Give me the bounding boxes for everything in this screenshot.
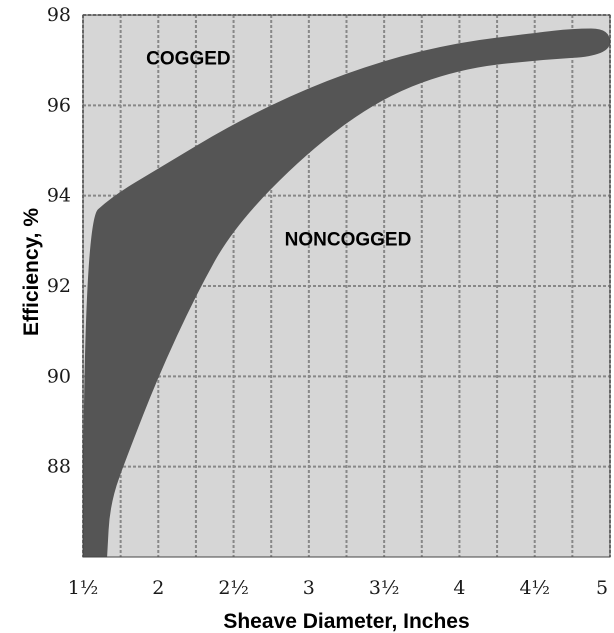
x-tick-labels: 1½ 2 2½ 3 3½ 4 4½ 5 <box>68 577 608 599</box>
y-tick-label: 94 <box>47 185 71 207</box>
region-label: NONCOGGED <box>285 229 412 250</box>
region-label: COGGED <box>146 49 230 70</box>
y-tick-label: 98 <box>47 4 71 26</box>
region-labels: COGGED NONCOGGED <box>146 49 411 251</box>
x-tick-label: 5 <box>596 577 608 599</box>
y-tick-label: 88 <box>47 456 71 478</box>
x-tick-label: 4½ <box>519 577 550 599</box>
y-tick-label: 96 <box>47 94 71 116</box>
x-tick-label: 2½ <box>218 577 249 599</box>
x-tick-label: 3½ <box>369 577 400 599</box>
y-tick-label: 90 <box>47 365 71 387</box>
x-tick-label: 1½ <box>68 577 99 599</box>
y-tick-labels: 88 90 92 94 96 98 <box>47 4 71 478</box>
x-tick-label: 3 <box>303 577 315 599</box>
plot-frame <box>82 14 611 558</box>
y-axis-title: Efficiency, % <box>20 208 43 336</box>
x-tick-label: 4 <box>453 577 465 599</box>
efficiency-band <box>83 28 610 558</box>
x-axis-title: Sheave Diameter, Inches <box>223 610 469 633</box>
x-tick-label: 2 <box>152 577 164 599</box>
y-tick-label: 92 <box>47 275 71 297</box>
